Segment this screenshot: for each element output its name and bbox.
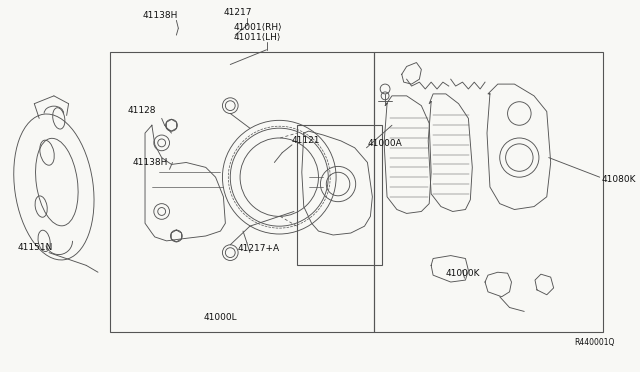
Text: 41000L: 41000L — [204, 313, 237, 322]
Text: 41128: 41128 — [127, 106, 156, 115]
Text: 41121: 41121 — [292, 136, 321, 145]
Text: 41000A: 41000A — [367, 139, 402, 148]
Text: R440001Q: R440001Q — [574, 338, 614, 347]
Text: 41080K: 41080K — [602, 174, 636, 184]
Bar — [109, 52, 374, 332]
Text: 41217+A: 41217+A — [237, 244, 279, 253]
Text: 41138H: 41138H — [142, 12, 177, 20]
Text: 41138H: 41138H — [132, 158, 168, 167]
Text: 41217: 41217 — [223, 9, 252, 17]
Bar — [297, 125, 382, 265]
Text: 41000K: 41000K — [446, 269, 481, 278]
Text: 41151N: 41151N — [18, 243, 53, 252]
Bar — [374, 52, 603, 332]
Text: 41011⟨LH⟩: 41011⟨LH⟩ — [233, 33, 280, 42]
Text: 41001⟨RH⟩: 41001⟨RH⟩ — [233, 23, 282, 32]
